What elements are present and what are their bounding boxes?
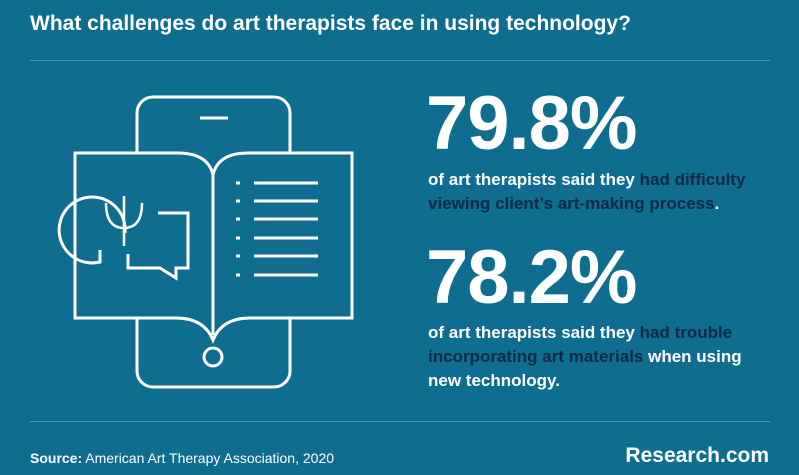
stat-description: of art therapists said they had trouble …: [428, 321, 778, 393]
title: What challenges do art therapists face i…: [30, 12, 631, 35]
list: [236, 181, 318, 277]
brand: Research.com: [625, 444, 769, 467]
text: of art therapists said they: [428, 323, 635, 342]
divider: [30, 60, 770, 61]
phone-button: [202, 346, 224, 368]
icon: [57, 95, 354, 389]
stat-value: 79.8%: [426, 81, 637, 166]
source: Source: American Art Therapy Association…: [30, 450, 334, 466]
bubble: [126, 211, 190, 281]
stat-value: 78.2%: [426, 235, 637, 320]
text: .: [714, 194, 720, 213]
source-text: American Art Therapy Association, 2020: [85, 450, 335, 466]
psi: [104, 196, 144, 246]
bubble: [57, 195, 127, 265]
text: of art therapists said they: [428, 170, 635, 189]
stat-description: of art therapists said they had difficul…: [428, 168, 778, 216]
text: when using new technology.: [428, 347, 742, 390]
highlight: had trouble incorporating art materials: [428, 323, 733, 366]
source-label: Source:: [30, 450, 83, 466]
divider: [30, 421, 770, 422]
highlight: had difficulty viewing client’s art-maki…: [428, 170, 746, 213]
